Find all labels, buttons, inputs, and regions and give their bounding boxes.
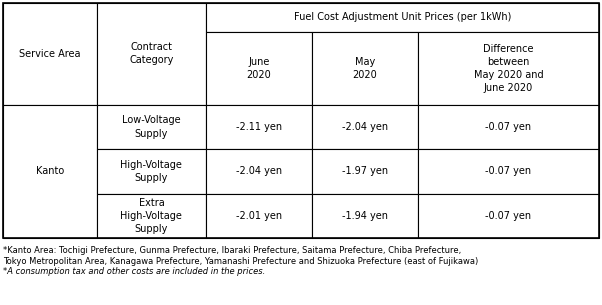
Bar xyxy=(206,194,312,238)
Text: Fuel Cost Adjustment Unit Prices (per 1kWh): Fuel Cost Adjustment Unit Prices (per 1k… xyxy=(294,13,511,23)
Text: -2.04 yen: -2.04 yen xyxy=(235,166,282,176)
Bar xyxy=(418,149,599,194)
Bar xyxy=(312,149,418,194)
Text: -0.07 yen: -0.07 yen xyxy=(485,122,532,132)
Bar xyxy=(97,194,206,238)
Text: *A consumption tax and other costs are included in the prices.: *A consumption tax and other costs are i… xyxy=(3,267,265,276)
Bar xyxy=(418,194,599,238)
Text: -2.01 yen: -2.01 yen xyxy=(235,211,282,221)
Text: May
2020: May 2020 xyxy=(352,57,377,80)
Text: -2.04 yen: -2.04 yen xyxy=(342,122,388,132)
Bar xyxy=(97,3,206,105)
Bar xyxy=(418,32,599,105)
Text: -1.94 yen: -1.94 yen xyxy=(342,211,388,221)
Text: -0.07 yen: -0.07 yen xyxy=(485,211,532,221)
Bar xyxy=(3,3,97,105)
Text: Extra
High-Voltage
Supply: Extra High-Voltage Supply xyxy=(120,198,182,234)
Bar xyxy=(312,194,418,238)
Bar xyxy=(206,32,312,105)
Bar xyxy=(206,105,312,149)
Bar xyxy=(312,105,418,149)
Text: Tokyo Metropolitan Area, Kanagawa Prefecture, Yamanashi Prefecture and Shizuoka : Tokyo Metropolitan Area, Kanagawa Prefec… xyxy=(3,257,478,265)
Text: Contract
Category: Contract Category xyxy=(129,42,173,66)
Text: June
2020: June 2020 xyxy=(246,57,271,80)
Bar xyxy=(97,149,206,194)
Text: Kanto: Kanto xyxy=(36,166,64,176)
Bar xyxy=(206,149,312,194)
Text: -2.11 yen: -2.11 yen xyxy=(235,122,282,132)
Text: -1.97 yen: -1.97 yen xyxy=(342,166,388,176)
Bar xyxy=(418,105,599,149)
Text: Difference
between
May 2020 and
June 2020: Difference between May 2020 and June 202… xyxy=(474,44,543,93)
Text: -0.07 yen: -0.07 yen xyxy=(485,166,532,176)
Bar xyxy=(3,3,599,238)
Text: Service Area: Service Area xyxy=(19,49,81,59)
Text: *Kanto Area: Tochigi Prefecture, Gunma Prefecture, Ibaraki Prefecture, Saitama P: *Kanto Area: Tochigi Prefecture, Gunma P… xyxy=(3,246,461,255)
Bar xyxy=(312,32,418,105)
Text: Low-Voltage
Supply: Low-Voltage Supply xyxy=(122,115,181,138)
Bar xyxy=(3,105,97,238)
Bar xyxy=(206,3,599,32)
Bar xyxy=(97,105,206,149)
Text: High-Voltage
Supply: High-Voltage Supply xyxy=(120,160,182,183)
